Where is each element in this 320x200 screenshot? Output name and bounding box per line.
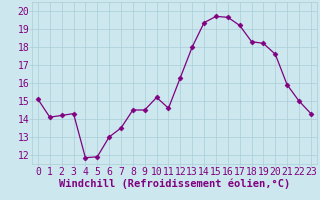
X-axis label: Windchill (Refroidissement éolien,°C): Windchill (Refroidissement éolien,°C) bbox=[59, 178, 290, 189]
